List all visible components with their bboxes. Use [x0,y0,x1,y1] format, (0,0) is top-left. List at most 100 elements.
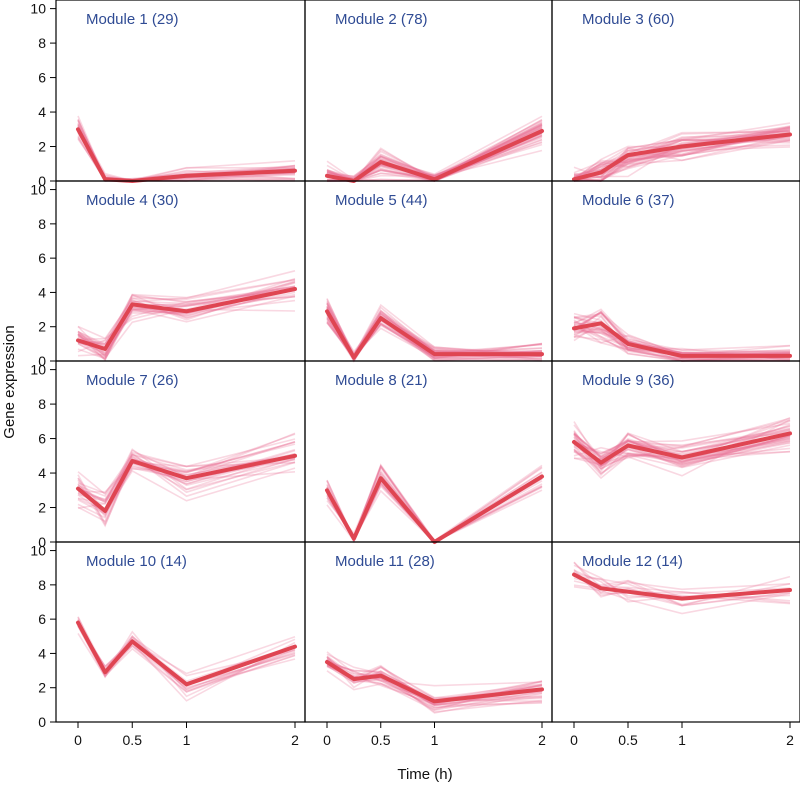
panel-module-9: Module 9 (36) [551,360,800,543]
gene-line [573,433,791,475]
gene-line [573,129,791,182]
panel-module-3: Module 3 (60) [551,0,800,182]
gene-line [77,290,296,358]
gene-lines [573,417,791,480]
panel-title: Module 7 (26) [86,372,179,389]
x-tick-label: 1 [183,732,191,748]
gene-line [326,651,543,710]
module-mean-line [325,474,544,544]
gene-line [326,660,543,709]
y-tick-label: 4 [38,104,46,120]
y-tick-label: 10 [30,362,46,378]
gene-line [77,455,296,519]
gene-line [573,435,791,465]
gene-lines [326,651,543,714]
gene-line [77,289,296,346]
gene-line [77,279,296,353]
panel-title: Module 8 (21) [335,372,428,389]
gene-line [77,453,296,504]
x-tick-label: 0 [570,732,578,748]
y-tick-label: 4 [38,284,46,300]
gene-line [77,289,296,344]
x-tick-label: 2 [786,732,794,748]
x-tick-label: 0 [74,732,82,748]
panel-module-11: Module 11 (28) [304,541,553,723]
gene-line [77,270,296,346]
gene-line [77,467,296,515]
panel-module-5: Module 5 (44) [304,180,553,363]
gene-line [573,127,791,174]
gene-line [573,429,791,460]
panel-module-10: Module 10 (14) [55,541,306,723]
gene-lines [573,308,791,362]
x-tick-label: 0.5 [618,732,638,748]
gene-line [77,453,296,495]
panel-title: Module 2 (78) [335,11,428,28]
module-mean-line [572,431,792,465]
gene-line [77,453,296,504]
x-tick-label: 0 [323,732,331,748]
gene-line [573,439,791,463]
gene-line [326,670,543,706]
gene-line [573,422,791,459]
panel-title: Module 1 (29) [86,11,179,28]
gene-line [573,133,791,179]
y-tick-label: 0 [38,173,46,189]
gene-line [573,419,791,471]
gene-line [573,430,791,466]
panel-module-1: Module 1 (29) [55,0,306,183]
y-tick-label: 4 [38,645,46,661]
gene-lines [326,115,543,182]
y-tick-label: 8 [38,216,46,232]
gene-lines [77,270,296,362]
gene-line [573,329,791,356]
module-mean-line [76,620,297,687]
gene-line [573,432,791,458]
x-tick-label: 1 [678,732,686,748]
gene-line [77,295,296,360]
gene-line [573,450,791,470]
gene-line [573,333,791,362]
x-tick-label: 0.5 [371,732,391,748]
gene-line [573,425,791,475]
gene-line [573,131,791,182]
x-tick-label: 1 [431,732,439,748]
gene-line [573,128,791,182]
gene-line [326,659,543,687]
x-axis-title: Time (h) [397,766,452,783]
gene-line [573,569,791,605]
gene-line [77,308,296,360]
gene-line [573,125,791,182]
gene-line [77,632,296,686]
gene-line [573,335,791,361]
gene-line [573,584,791,607]
gene-line [77,286,296,341]
y-tick-label: 6 [38,250,46,266]
gene-line [573,428,791,480]
gene-line [77,616,296,683]
gene-line [573,418,791,477]
y-tick-label: 0 [38,714,46,730]
gene-line [326,661,543,706]
gene-line [326,656,543,702]
y-tick-label: 4 [38,465,46,481]
gene-line [573,136,791,181]
module-mean-line [76,453,297,513]
gene-line [573,326,791,362]
x-tick-label: 0.5 [123,732,143,748]
gene-line [326,119,543,180]
y-tick-label: 6 [38,431,46,447]
gene-line [573,438,791,460]
y-tick-label: 10 [30,182,46,198]
gene-line [326,476,543,544]
gene-line [77,282,296,340]
panel-title: Module 6 (37) [582,192,675,209]
y-tick-label: 8 [38,35,46,51]
module-mean-line [76,287,297,351]
gene-line [77,291,296,357]
y-tick-label: 0 [38,534,46,550]
x-axis: 0 0.5 1 2 0 0.5 1 2 0 0.5 1 2 [74,722,794,748]
